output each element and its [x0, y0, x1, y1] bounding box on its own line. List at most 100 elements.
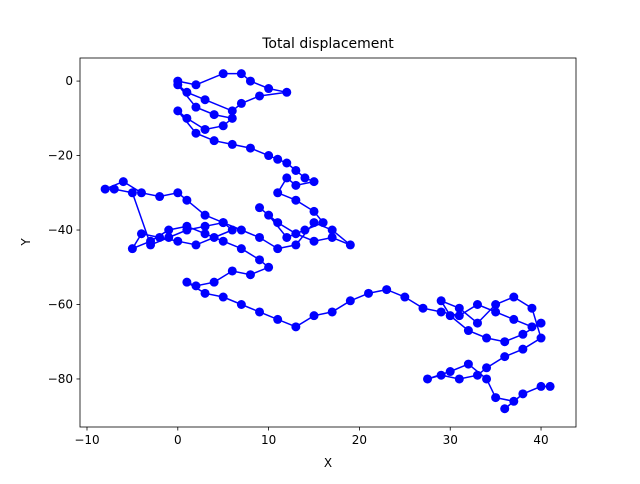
marker [436, 296, 446, 306]
marker [218, 121, 228, 131]
marker [463, 326, 473, 336]
marker [173, 80, 183, 90]
marker [418, 303, 428, 313]
marker [245, 76, 255, 86]
y-axis-label: Y [19, 238, 33, 247]
marker [227, 113, 237, 123]
marker [327, 307, 337, 317]
marker [155, 232, 165, 242]
x-tick-label: 40 [533, 433, 548, 447]
marker [255, 255, 265, 265]
marker [491, 307, 501, 317]
x-tick-label: 10 [261, 433, 276, 447]
marker [527, 322, 537, 332]
marker [282, 232, 292, 242]
marker [536, 333, 546, 343]
marker [209, 232, 219, 242]
marker [500, 352, 510, 362]
marker [164, 232, 174, 242]
marker [482, 333, 492, 343]
marker [500, 404, 510, 414]
marker [518, 329, 528, 339]
marker [282, 173, 292, 183]
marker [454, 311, 464, 321]
marker [245, 270, 255, 280]
marker [445, 367, 455, 377]
marker [500, 337, 510, 347]
marker [445, 311, 455, 321]
marker [191, 128, 201, 138]
marker [100, 184, 110, 194]
marker [173, 106, 183, 116]
marker [255, 232, 265, 242]
marker [182, 195, 192, 205]
marker [291, 165, 301, 175]
marker [364, 288, 374, 298]
marker [164, 225, 174, 235]
marker [309, 236, 319, 246]
marker [136, 229, 146, 239]
marker [236, 69, 246, 79]
marker [182, 221, 192, 231]
marker [309, 177, 319, 187]
marker [291, 322, 301, 332]
marker [472, 299, 482, 309]
marker [155, 192, 165, 202]
marker [146, 236, 156, 246]
marker [282, 87, 292, 97]
marker [327, 225, 337, 235]
marker [273, 188, 283, 198]
marker [236, 225, 246, 235]
marker [200, 124, 210, 134]
marker [227, 266, 237, 276]
marker [218, 236, 228, 246]
marker [291, 180, 301, 190]
marker [255, 307, 265, 317]
y-tick-label: −60 [48, 297, 73, 311]
marker [518, 389, 528, 399]
marker [282, 158, 292, 168]
marker [200, 229, 210, 239]
marker [291, 240, 301, 250]
marker [436, 307, 446, 317]
marker [236, 98, 246, 108]
marker [209, 136, 219, 146]
marker [309, 218, 319, 228]
marker [227, 139, 237, 149]
marker [200, 95, 210, 105]
marker [236, 299, 246, 309]
marker [264, 84, 274, 94]
marker [327, 232, 337, 242]
marker [345, 240, 355, 250]
marker [273, 244, 283, 254]
x-tick-label: 30 [443, 433, 458, 447]
marker [318, 218, 328, 228]
marker [255, 91, 265, 101]
marker [264, 151, 274, 161]
marker [482, 363, 492, 373]
marker [309, 311, 319, 321]
marker [527, 303, 537, 313]
marker [463, 359, 473, 369]
marker [218, 69, 228, 79]
marker [436, 370, 446, 380]
marker [345, 296, 355, 306]
marker [291, 229, 301, 239]
marker [191, 80, 201, 90]
marker [423, 374, 433, 384]
marker [491, 299, 501, 309]
marker [191, 240, 201, 250]
chart-title: Total displacement [261, 36, 394, 52]
marker [273, 218, 283, 228]
marker [400, 292, 410, 302]
marker [236, 244, 246, 254]
marker [536, 318, 546, 328]
y-tick-label: −80 [48, 372, 73, 386]
marker [536, 381, 546, 391]
marker [209, 110, 219, 120]
marker [127, 188, 137, 198]
marker [209, 277, 219, 287]
marker [227, 225, 237, 235]
marker [182, 87, 192, 97]
